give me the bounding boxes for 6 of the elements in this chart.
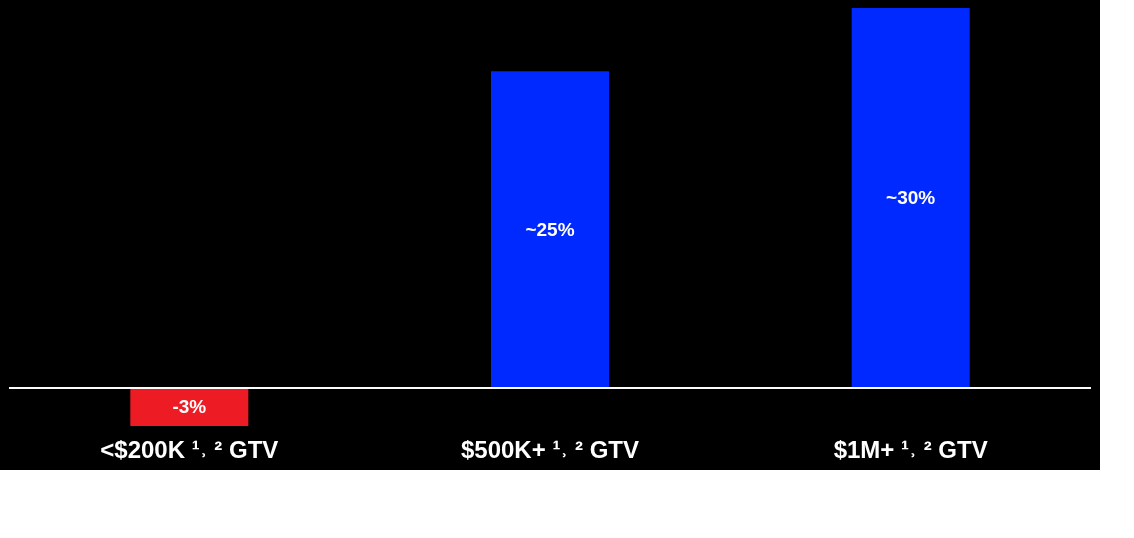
x-tick-label: $500K+ ¹˒ ² GTV [460,435,640,463]
data-label: -3% [172,396,207,417]
x-tick-label: <$200K ¹˒ ² GTV [100,435,279,463]
data-label: ~25% [525,218,575,240]
x-tick-label: $1M+ ¹˒ ² GTV [833,435,988,463]
data-label: ~30% [886,187,936,208]
